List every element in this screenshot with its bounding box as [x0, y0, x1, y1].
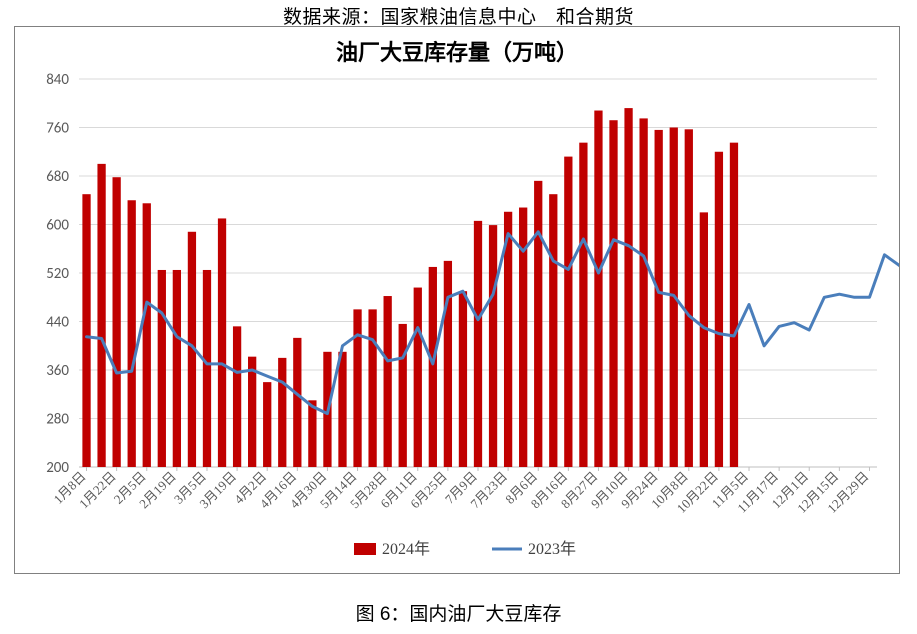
svg-text:360: 360 [46, 362, 69, 380]
chart-title: 油厂大豆库存量（万吨） [15, 35, 899, 67]
svg-text:2024年: 2024年 [382, 540, 430, 558]
chart-container: 油厂大豆库存量（万吨） 2002803604405206006807608401… [14, 26, 900, 574]
svg-text:520: 520 [46, 265, 69, 283]
svg-text:440: 440 [46, 314, 69, 332]
svg-text:840: 840 [46, 71, 69, 89]
figure-caption: 图 6：国内油厂大豆库存 [0, 599, 917, 626]
svg-text:680: 680 [46, 168, 69, 186]
source-line: 数据来源：国家粮油信息中心 和合期货 [0, 0, 917, 29]
svg-text:200: 200 [46, 459, 69, 477]
chart-plot: 2002803604405206006807608401月8日1月22日2月5日… [15, 67, 899, 573]
svg-text:760: 760 [46, 120, 69, 138]
svg-text:600: 600 [46, 217, 69, 235]
svg-text:2023年: 2023年 [528, 540, 576, 558]
svg-text:280: 280 [46, 411, 69, 429]
